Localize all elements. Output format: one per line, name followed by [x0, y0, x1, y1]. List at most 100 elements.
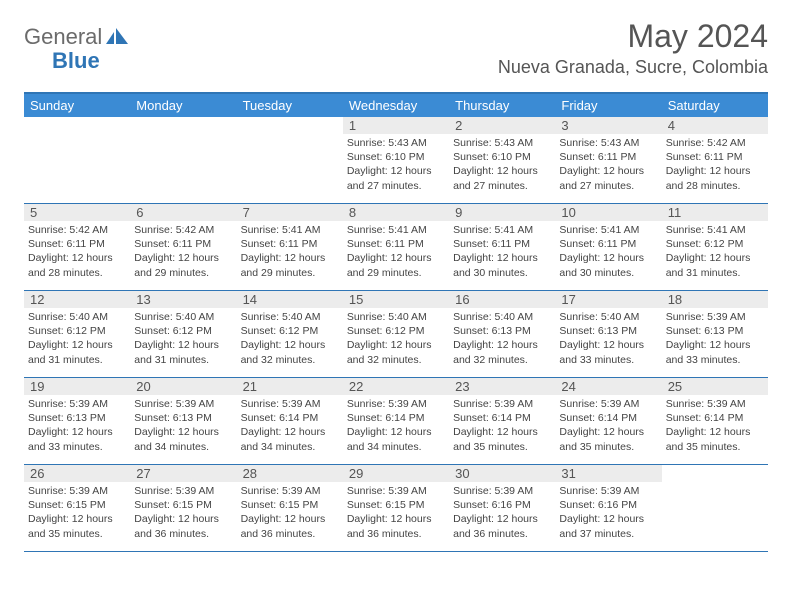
day-number: 8 [343, 204, 449, 221]
calendar-day: 12Sunrise: 5:40 AMSunset: 6:12 PMDayligh… [24, 291, 130, 377]
day-details: Sunrise: 5:39 AMSunset: 6:14 PMDaylight:… [347, 397, 445, 454]
day-details: Sunrise: 5:41 AMSunset: 6:11 PMDaylight:… [453, 223, 551, 280]
calendar-day: 16 Sunrise: 5:40 AMSunset: 6:13 PMDayligh… [449, 291, 555, 377]
day-header: Wednesday [343, 94, 449, 117]
day-details: Sunrise: 5:41 AMSunset: 6:11 PMDaylight:… [347, 223, 445, 280]
calendar-day: 10Sunrise: 5:41 AMSunset: 6:11 PMDayligh… [555, 204, 661, 290]
calendar-day: 18 Sunrise: 5:39 AMSunset: 6:13 PMDayligh… [662, 291, 768, 377]
day-header: Thursday [449, 94, 555, 117]
calendar-week: 19Sunrise: 5:39 AMSunset: 6:13 PMDayligh… [24, 378, 768, 465]
calendar-day: 26 Sunrise: 5:39 AMSunset: 6:15 PMDayligh… [24, 465, 130, 551]
logo-text-1: General [24, 24, 102, 50]
calendar-day: 14 Sunrise: 5:40 AMSunset: 6:12 PMDayligh… [237, 291, 343, 377]
day-details: Sunrise: 5:39 AMSunset: 6:15 PMDaylight:… [134, 484, 232, 541]
calendar-day: 20 Sunrise: 5:39 AMSunset: 6:13 PMDayligh… [130, 378, 236, 464]
day-header: Tuesday [237, 94, 343, 117]
day-details: Sunrise: 5:41 AMSunset: 6:11 PMDaylight:… [241, 223, 339, 280]
calendar-day: 7 Sunrise: 5:41 AMSunset: 6:11 PMDaylight… [237, 204, 343, 290]
day-number: 20 [130, 378, 236, 395]
calendar-day [24, 117, 130, 203]
day-details: Sunrise: 5:39 AMSunset: 6:15 PMDaylight:… [28, 484, 126, 541]
day-details: Sunrise: 5:42 AMSunset: 6:11 PMDaylight:… [28, 223, 126, 280]
calendar-day [237, 117, 343, 203]
day-details: Sunrise: 5:39 AMSunset: 6:15 PMDaylight:… [347, 484, 445, 541]
day-details: Sunrise: 5:40 AMSunset: 6:13 PMDaylight:… [453, 310, 551, 367]
calendar-day: 15Sunrise: 5:40 AMSunset: 6:12 PMDayligh… [343, 291, 449, 377]
day-number: 7 [237, 204, 343, 221]
day-details: Sunrise: 5:39 AMSunset: 6:14 PMDaylight:… [666, 397, 764, 454]
day-number: 18 [662, 291, 768, 308]
day-number: 22 [343, 378, 449, 395]
calendar-day: 4 Sunrise: 5:42 AMSunset: 6:11 PMDaylight… [662, 117, 768, 203]
calendar-day: 5 Sunrise: 5:42 AMSunset: 6:11 PMDaylight… [24, 204, 130, 290]
day-details: Sunrise: 5:42 AMSunset: 6:11 PMDaylight:… [666, 136, 764, 193]
day-number: 27 [130, 465, 236, 482]
day-number: 1 [343, 117, 449, 134]
calendar-day: 1 Sunrise: 5:43 AMSunset: 6:10 PMDaylight… [343, 117, 449, 203]
day-details: Sunrise: 5:39 AMSunset: 6:14 PMDaylight:… [559, 397, 657, 454]
calendar-day: 13 Sunrise: 5:40 AMSunset: 6:12 PMDayligh… [130, 291, 236, 377]
day-details: Sunrise: 5:41 AMSunset: 6:11 PMDaylight:… [559, 223, 657, 280]
day-number: 19 [24, 378, 130, 395]
day-number: 2 [449, 117, 555, 134]
day-details: Sunrise: 5:39 AMSunset: 6:13 PMDaylight:… [666, 310, 764, 367]
day-details: Sunrise: 5:39 AMSunset: 6:16 PMDaylight:… [559, 484, 657, 541]
day-details: Sunrise: 5:39 AMSunset: 6:13 PMDaylight:… [134, 397, 232, 454]
calendar-day: 8 Sunrise: 5:41 AMSunset: 6:11 PMDaylight… [343, 204, 449, 290]
calendar-day: 27 Sunrise: 5:39 AMSunset: 6:15 PMDayligh… [130, 465, 236, 551]
day-details: Sunrise: 5:40 AMSunset: 6:12 PMDaylight:… [347, 310, 445, 367]
day-number: 13 [130, 291, 236, 308]
day-number: 5 [24, 204, 130, 221]
calendar-day: 2Sunrise: 5:43 AMSunset: 6:10 PMDaylight… [449, 117, 555, 203]
calendar-day: 17 Sunrise: 5:40 AMSunset: 6:13 PMDayligh… [555, 291, 661, 377]
day-number: 4 [662, 117, 768, 134]
day-number: 28 [237, 465, 343, 482]
day-number: 29 [343, 465, 449, 482]
day-number: 3 [555, 117, 661, 134]
calendar-day: 22 Sunrise: 5:39 AMSunset: 6:14 PMDayligh… [343, 378, 449, 464]
calendar-day: 31 Sunrise: 5:39 AMSunset: 6:16 PMDayligh… [555, 465, 661, 551]
day-number: 24 [555, 378, 661, 395]
day-number: 16 [449, 291, 555, 308]
day-number: 25 [662, 378, 768, 395]
logo-text-2: Blue [52, 48, 100, 73]
day-details: Sunrise: 5:42 AMSunset: 6:11 PMDaylight:… [134, 223, 232, 280]
day-number: 9 [449, 204, 555, 221]
day-number: 6 [130, 204, 236, 221]
calendar-week: 12Sunrise: 5:40 AMSunset: 6:12 PMDayligh… [24, 291, 768, 378]
logo: General [24, 24, 106, 50]
day-details: Sunrise: 5:43 AMSunset: 6:10 PMDaylight:… [347, 136, 445, 193]
day-header: Friday [555, 94, 661, 117]
day-details: Sunrise: 5:39 AMSunset: 6:13 PMDaylight:… [28, 397, 126, 454]
calendar-week: 5Sunrise: 5:42 AMSunset: 6:11 PMDaylight… [24, 204, 768, 291]
day-number: 31 [555, 465, 661, 482]
logo-sails-icon [104, 26, 130, 48]
day-number: 23 [449, 378, 555, 395]
calendar-day: 30 Sunrise: 5:39 AMSunset: 6:16 PMDayligh… [449, 465, 555, 551]
calendar-day: 28 Sunrise: 5:39 AMSunset: 6:15 PMDayligh… [237, 465, 343, 551]
calendar-day: 23Sunrise: 5:39 AMSunset: 6:14 PMDayligh… [449, 378, 555, 464]
day-details: Sunrise: 5:40 AMSunset: 6:12 PMDaylight:… [28, 310, 126, 367]
calendar-day: 11 Sunrise: 5:41 AMSunset: 6:12 PMDayligh… [662, 204, 768, 290]
calendar-header-row: SundayMondayTuesdayWednesdayThursdayFrid… [24, 94, 768, 117]
day-number: 17 [555, 291, 661, 308]
day-details: Sunrise: 5:41 AMSunset: 6:12 PMDaylight:… [666, 223, 764, 280]
day-number: 30 [449, 465, 555, 482]
day-header: Sunday [24, 94, 130, 117]
day-number: 26 [24, 465, 130, 482]
page: General May 2024 Nueva Granada, Sucre, C… [0, 0, 792, 552]
calendar: SundayMondayTuesdayWednesdayThursdayFrid… [24, 92, 768, 552]
day-number: 11 [662, 204, 768, 221]
day-details: Sunrise: 5:39 AMSunset: 6:15 PMDaylight:… [241, 484, 339, 541]
calendar-week: 26Sunrise: 5:39 AMSunset: 6:15 PMDayligh… [24, 465, 768, 552]
day-details: Sunrise: 5:43 AMSunset: 6:11 PMDaylight:… [559, 136, 657, 193]
day-header: Monday [130, 94, 236, 117]
calendar-day: 6 Sunrise: 5:42 AMSunset: 6:11 PMDaylight… [130, 204, 236, 290]
day-details: Sunrise: 5:40 AMSunset: 6:12 PMDaylight:… [241, 310, 339, 367]
calendar-day: 3 Sunrise: 5:43 AMSunset: 6:11 PMDaylight… [555, 117, 661, 203]
calendar-day: 25 Sunrise: 5:39 AMSunset: 6:14 PMDayligh… [662, 378, 768, 464]
day-details: Sunrise: 5:39 AMSunset: 6:16 PMDaylight:… [453, 484, 551, 541]
day-details: Sunrise: 5:40 AMSunset: 6:12 PMDaylight:… [134, 310, 232, 367]
day-number: 14 [237, 291, 343, 308]
day-details: Sunrise: 5:40 AMSunset: 6:13 PMDaylight:… [559, 310, 657, 367]
